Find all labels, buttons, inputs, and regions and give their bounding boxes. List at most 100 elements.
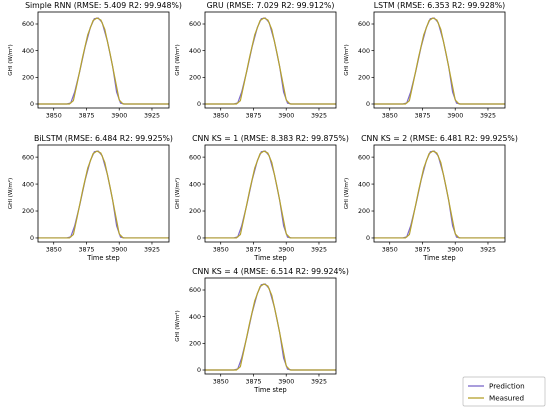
subplot-title: CNN KS = 1 (RMSE: 8.383 R2: 99.875%) <box>192 134 349 143</box>
series-line-measured <box>205 283 336 371</box>
x-tick-label: 3900 <box>111 113 127 120</box>
x-tick-label: 3850 <box>213 247 229 254</box>
x-tick-label: 3850 <box>382 247 398 254</box>
series-line-prediction <box>38 150 169 239</box>
series-line-prediction <box>374 17 505 105</box>
x-tick-label: 3850 <box>213 379 229 386</box>
axes-frame <box>204 144 337 243</box>
y-tick-label: 0 <box>197 367 201 374</box>
x-tick-label: 3925 <box>311 379 327 386</box>
y-axis-label: GHI (W/m²) <box>7 178 14 209</box>
x-tick-label: 3875 <box>78 113 94 120</box>
x-tick-label: 3875 <box>414 113 430 120</box>
y-tick-label: 600 <box>189 287 201 294</box>
x-axis-label: Time step <box>253 254 287 262</box>
x-tick-label: 3850 <box>382 113 398 120</box>
x-tick-label: 3900 <box>278 113 294 120</box>
subplot-6: CNN KS = 2 (RMSE: 6.481 R2: 99.925%) 3850… <box>343 134 518 262</box>
x-tick-label: 3900 <box>111 247 127 254</box>
y-tick-label: 600 <box>358 154 370 161</box>
axes-frame <box>373 144 506 243</box>
x-tick-label: 3925 <box>311 113 327 120</box>
x-tick-label: 3875 <box>245 247 261 254</box>
y-tick-label: 600 <box>189 154 201 161</box>
x-axis-label: Time step <box>422 254 456 262</box>
axes-frame <box>373 11 506 109</box>
axes-frame <box>204 11 337 109</box>
y-tick-label: 200 <box>189 75 201 82</box>
subplot-5: CNN KS = 1 (RMSE: 8.383 R2: 99.875%) 3850… <box>174 134 349 262</box>
x-tick-label: 3900 <box>447 113 463 120</box>
y-tick-label: 400 <box>358 48 370 55</box>
x-tick-label: 3925 <box>480 247 496 254</box>
y-axis-label: GHI (W/m²) <box>174 310 181 341</box>
y-tick-label: 200 <box>358 208 370 215</box>
series-line-prediction <box>374 150 505 239</box>
legend: Prediction Measured <box>462 376 546 407</box>
x-axis-label: Time step <box>86 254 120 262</box>
y-tick-label: 400 <box>358 181 370 188</box>
legend-label-prediction: Prediction <box>489 382 525 391</box>
subplot-2: GRU (RMSE: 7.029 R2: 99.912%) 3850 3875 390… <box>174 1 337 120</box>
series-line-measured <box>374 17 505 105</box>
x-tick-label: 3850 <box>46 247 62 254</box>
x-tick-label: 3850 <box>213 113 229 120</box>
subplot-grid: Simple RNN (RMSE: 5.409 R2: 99.948%) 3850… <box>7 1 518 394</box>
subplot-title: BiLSTM (RMSE: 6.484 R2: 99.925%) <box>34 134 173 143</box>
x-tick-label: 3925 <box>144 247 160 254</box>
series-line-measured <box>38 150 169 239</box>
series-line-measured <box>205 17 336 105</box>
y-tick-label: 400 <box>189 48 201 55</box>
y-tick-label: 400 <box>189 314 201 321</box>
y-tick-label: 0 <box>366 101 370 108</box>
y-tick-label: 0 <box>366 235 370 242</box>
y-tick-label: 0 <box>197 235 201 242</box>
y-tick-label: 200 <box>22 75 34 82</box>
y-tick-label: 200 <box>189 208 201 215</box>
series-line-prediction <box>205 150 336 239</box>
y-tick-label: 600 <box>189 21 201 28</box>
x-tick-label: 3900 <box>278 379 294 386</box>
subplot-3: LSTM (RMSE: 6.353 R2: 99.928%) 3850 3875 39… <box>343 1 506 120</box>
x-tick-label: 3900 <box>278 247 294 254</box>
x-tick-label: 3900 <box>447 247 463 254</box>
subplot-1: Simple RNN (RMSE: 5.409 R2: 99.948%) 3850… <box>7 1 182 120</box>
x-tick-label: 3925 <box>144 113 160 120</box>
series-line-measured <box>374 150 505 239</box>
series-line-prediction <box>205 17 336 105</box>
subplot-4: BiLSTM (RMSE: 6.484 R2: 99.925%) 3850 3875… <box>7 134 173 262</box>
subplot-7: CNN KS = 4 (RMSE: 6.514 R2: 99.924%) 3850… <box>174 267 349 394</box>
series-line-prediction <box>205 283 336 371</box>
y-axis-label: GHI (W/m²) <box>343 44 350 75</box>
x-tick-label: 3925 <box>480 113 496 120</box>
series-line-measured <box>38 17 169 105</box>
y-tick-label: 400 <box>22 181 34 188</box>
x-tick-label: 3850 <box>46 113 62 120</box>
x-tick-label: 3875 <box>414 247 430 254</box>
subplot-title: Simple RNN (RMSE: 5.409 R2: 99.948%) <box>25 1 182 10</box>
y-tick-label: 600 <box>22 154 34 161</box>
legend-label-measured: Measured <box>489 394 524 403</box>
y-tick-label: 400 <box>22 48 34 55</box>
x-tick-label: 3875 <box>78 247 94 254</box>
x-tick-label: 3875 <box>245 113 261 120</box>
subplot-title: GRU (RMSE: 7.029 R2: 99.912%) <box>207 1 335 10</box>
x-tick-label: 3925 <box>311 247 327 254</box>
subplot-title: LSTM (RMSE: 6.353 R2: 99.928%) <box>374 1 505 10</box>
x-tick-label: 3875 <box>245 379 261 386</box>
y-tick-label: 600 <box>358 21 370 28</box>
y-axis-label: GHI (W/m²) <box>174 44 181 75</box>
legend-frame <box>462 376 546 407</box>
subplot-title: CNN KS = 2 (RMSE: 6.481 R2: 99.925%) <box>361 134 518 143</box>
y-tick-label: 200 <box>22 208 34 215</box>
y-tick-label: 200 <box>189 341 201 348</box>
y-axis-label: GHI (W/m²) <box>343 178 350 209</box>
y-tick-label: 0 <box>197 101 201 108</box>
x-axis-label: Time step <box>253 386 287 394</box>
subplot-title: CNN KS = 4 (RMSE: 6.514 R2: 99.924%) <box>192 267 349 276</box>
axes-frame <box>37 144 170 243</box>
axes-frame <box>37 11 170 109</box>
y-tick-label: 600 <box>22 21 34 28</box>
series-line-prediction <box>38 17 169 105</box>
